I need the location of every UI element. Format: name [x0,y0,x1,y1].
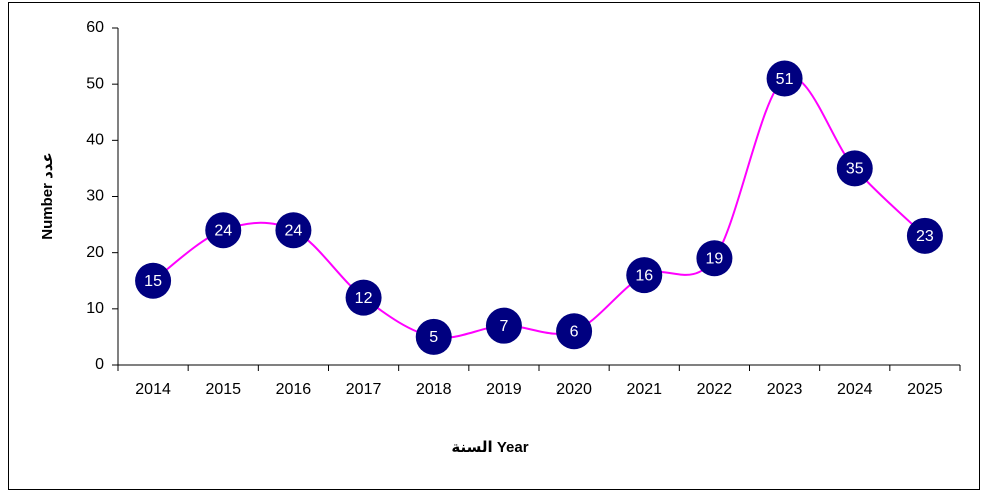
x-tick-label: 2014 [135,381,171,398]
x-tick-label: 2019 [486,381,522,398]
marker [135,262,172,299]
y-tick-label: 40 [86,132,104,149]
data-label: 16 [635,267,653,284]
data-label: 5 [429,329,438,346]
data-label: 24 [285,222,303,239]
y-tick-label: 50 [86,75,104,92]
x-tick-label: 2016 [276,381,312,398]
x-tick-label: 2021 [626,381,662,398]
y-tick-label: 30 [86,188,104,205]
data-label: 7 [499,318,508,335]
y-axis-label: Number عدد [39,152,56,239]
y-tick-label: 20 [86,244,104,261]
marker [275,212,312,249]
data-label: 51 [776,71,794,88]
data-label: 15 [144,273,162,290]
marker [696,240,733,277]
data-label: 23 [916,228,934,245]
x-tick-label: 2023 [767,381,803,398]
marker [906,217,943,254]
marker [766,60,803,97]
x-tick-label: 2025 [907,381,943,398]
marker [556,313,593,350]
y-tick-label: 10 [86,300,104,317]
data-label: 35 [846,161,864,178]
x-axis-label: السنة Year [451,439,528,456]
x-tick-label: 2015 [205,381,241,398]
marker [345,279,382,316]
chart-frame [8,2,980,490]
marker [836,150,873,187]
x-tick-label: 2020 [556,381,592,398]
y-tick-label: 0 [95,356,104,373]
y-tick-label: 60 [86,19,104,36]
data-label: 6 [570,324,579,341]
marker [626,257,663,294]
data-label: 24 [214,222,232,239]
marker [415,318,452,355]
x-tick-label: 2024 [837,381,873,398]
data-label: 19 [706,251,724,268]
marker [485,307,522,344]
x-tick-label: 2017 [346,381,382,398]
data-label: 12 [355,290,373,307]
x-tick-label: 2022 [697,381,733,398]
x-tick-label: 2018 [416,381,452,398]
marker [205,212,242,249]
